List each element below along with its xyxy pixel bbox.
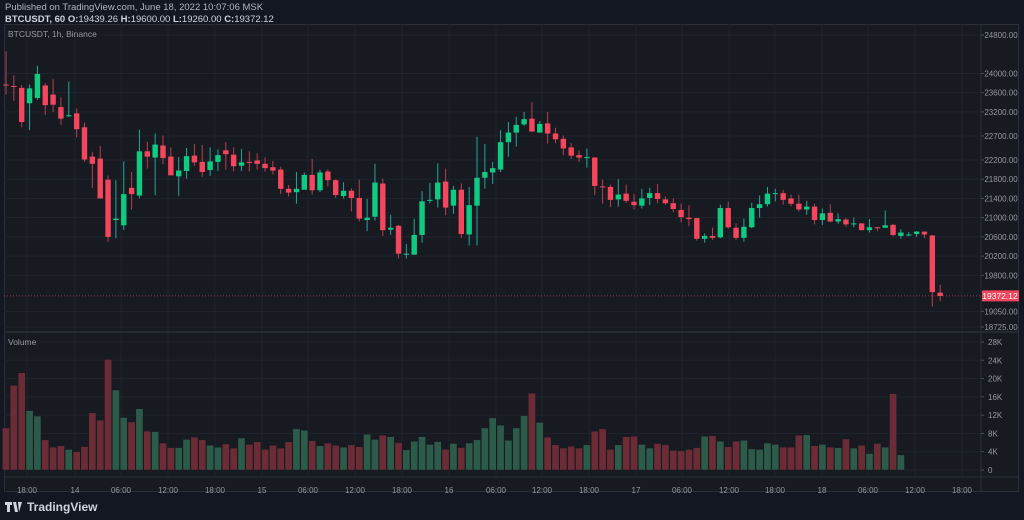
price-tick-label: 19800.00 xyxy=(984,271,1018,280)
axes: 24800.00 24000.00 23600.00 23200.00 22700.00… xyxy=(4,24,1019,495)
last-price-label: 19372.12 xyxy=(982,291,1018,301)
time-tick-label: 18:00 xyxy=(579,486,600,495)
volume-tick-label: 0 xyxy=(988,466,993,475)
volume-bars xyxy=(2,359,905,471)
volume-tick-label: 4K xyxy=(988,448,998,457)
time-tick-label: 12:00 xyxy=(719,486,740,495)
time-tick-label: 18:00 xyxy=(952,486,973,495)
price-tick-label: 23600.00 xyxy=(984,89,1018,98)
brand-label: TradingView xyxy=(27,500,98,514)
time-tick-label: 12:00 xyxy=(532,486,553,495)
price-candles xyxy=(3,51,943,307)
price-tick-label: 24000.00 xyxy=(984,69,1018,78)
volume-tick-label: 16K xyxy=(988,393,1003,402)
time-tick-label: 17 xyxy=(632,486,641,495)
tradingview-brand[interactable]: TradingView xyxy=(5,500,97,514)
time-tick-label: 14 xyxy=(71,486,80,495)
price-tick-label: 23200.00 xyxy=(984,108,1018,117)
time-tick-label: 06:00 xyxy=(672,486,693,495)
ohlc-line: BTCUSDT, 60 O:19439.26 H:19600.00 L:1926… xyxy=(5,14,274,26)
low-value: 19260.00 xyxy=(181,14,222,25)
price-tick-label: 21400.00 xyxy=(984,194,1018,203)
price-tick-label: 19050.00 xyxy=(984,307,1018,316)
volume-tick-label: 28K xyxy=(988,338,1003,347)
price-tick-label: 22700.00 xyxy=(984,132,1018,141)
time-tick-label: 16 xyxy=(445,486,454,495)
time-tick-label: 06:00 xyxy=(111,486,132,495)
tradingview-logo-icon xyxy=(5,502,22,512)
price-tick-label: 21000.00 xyxy=(984,214,1018,223)
time-tick-label: 12:00 xyxy=(158,486,179,495)
open-value: 19439.26 xyxy=(78,14,119,25)
time-tick-label: 18:00 xyxy=(765,486,786,495)
time-tick-label: 15 xyxy=(258,486,267,495)
time-tick-label: 06:00 xyxy=(858,486,879,495)
time-tick-label: 18:00 xyxy=(205,486,226,495)
low-label: L: xyxy=(172,14,182,25)
price-tick-label: 20600.00 xyxy=(984,233,1018,242)
time-tick-label: 18 xyxy=(818,486,827,495)
time-tick-label: 12:00 xyxy=(345,486,366,495)
grid-lines xyxy=(4,24,981,477)
time-tick-label: 06:00 xyxy=(486,486,507,495)
volume-tick-label: 8K xyxy=(988,429,998,438)
close-value: 19372.12 xyxy=(234,14,274,25)
volume-tick-label: 20K xyxy=(988,375,1003,384)
price-tick-label: 18725.00 xyxy=(984,323,1018,332)
volume-tick-label: 12K xyxy=(988,411,1003,420)
price-tick-label: 24800.00 xyxy=(984,31,1018,40)
high-value: 19600.00 xyxy=(130,14,171,25)
last-price-marker: 19372.12 xyxy=(4,290,1019,302)
symbol-legend: BTCUSDT, 1h, Binance xyxy=(8,29,97,39)
chart-header: Published on TradingView.com, June 18, 2… xyxy=(5,2,274,26)
time-tick-label: 18:00 xyxy=(392,486,413,495)
chart-frame[interactable] xyxy=(4,24,1019,492)
time-tick-label: 18:00 xyxy=(17,486,38,495)
price-tick-label: 22200.00 xyxy=(984,156,1018,165)
close-label: C: xyxy=(224,14,235,25)
high-label: H: xyxy=(120,14,131,25)
symbol-interval: BTCUSDT, 60 xyxy=(5,14,66,25)
price-tick-label: 21800.00 xyxy=(984,175,1018,184)
volume-legend: Volume xyxy=(8,337,37,347)
time-tick-label: 12:00 xyxy=(905,486,926,495)
published-line: Published on TradingView.com, June 18, 2… xyxy=(5,2,264,13)
price-tick-label: 20200.00 xyxy=(984,252,1018,261)
open-label: O: xyxy=(67,14,79,25)
volume-tick-label: 24K xyxy=(988,356,1003,365)
time-tick-label: 06:00 xyxy=(298,486,319,495)
